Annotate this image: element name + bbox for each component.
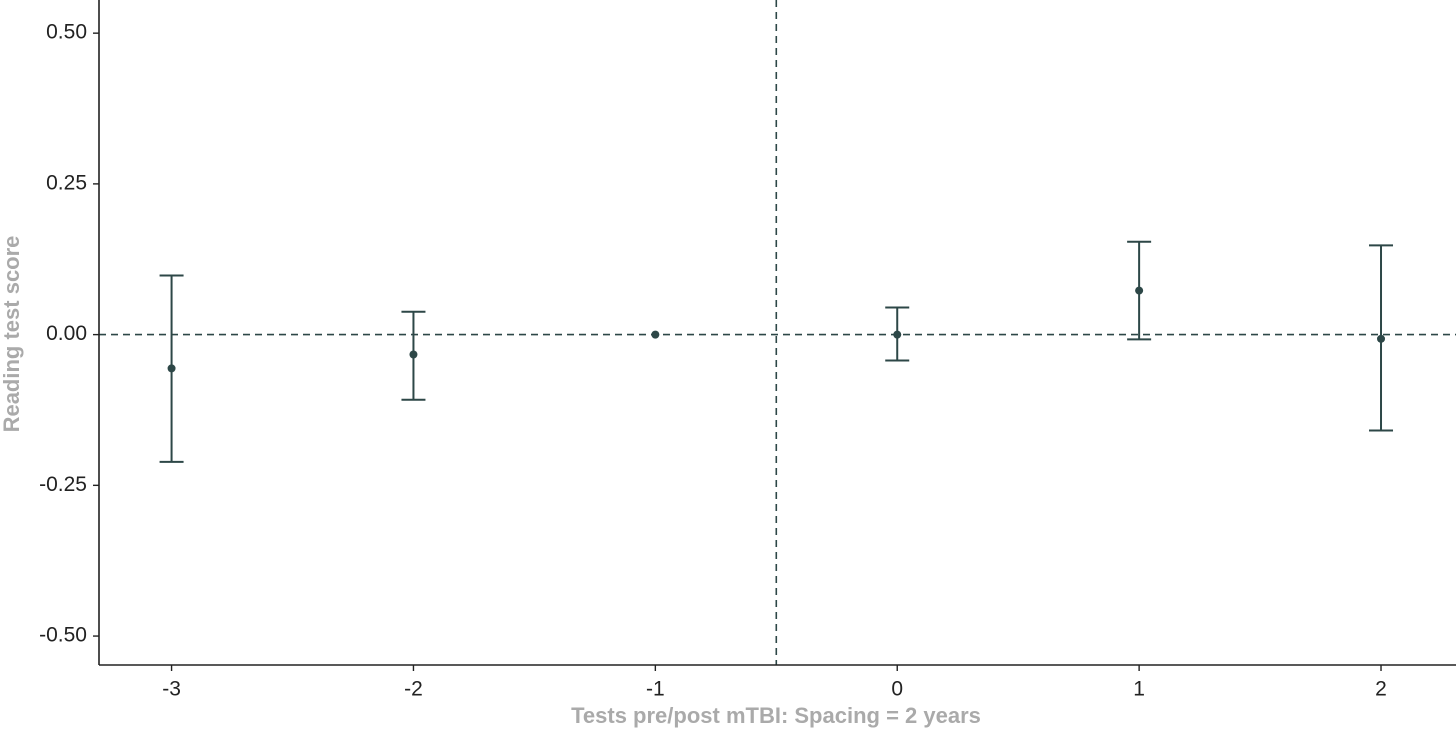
x-tick-label: 1 [1133,678,1145,701]
x-tick-label: -2 [404,678,423,701]
y-tick-label: 0.25 [46,171,87,194]
x-tick-label: -1 [646,678,665,701]
point-estimate [893,330,902,339]
x-tick-label: -3 [162,678,181,701]
point-estimate [1377,334,1386,343]
x-tick-label: 2 [1375,678,1387,701]
y-tick-label: -0.50 [39,624,87,647]
x-tick-label: 0 [891,678,903,701]
y-axis-title: Reading test score [0,236,24,433]
point-estimate [651,330,660,339]
y-tick-label: 0.50 [46,21,87,44]
y-tick-label: 0.00 [46,322,87,345]
point-estimate [1135,286,1144,295]
point-estimate [409,350,418,359]
point-estimate [167,364,176,373]
x-axis-title: Tests pre/post mTBI: Spacing = 2 years [571,703,981,728]
y-tick-label: -0.25 [39,473,87,496]
